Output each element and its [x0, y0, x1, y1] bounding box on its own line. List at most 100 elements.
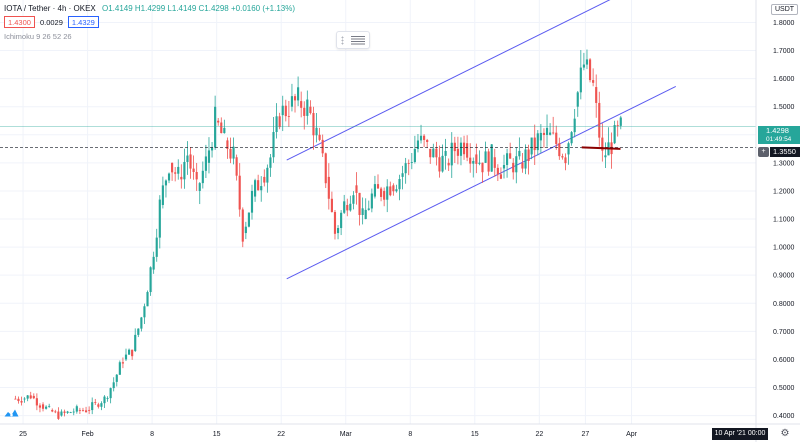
candle-body	[370, 193, 373, 209]
candle-body	[140, 317, 143, 329]
candle-body	[490, 144, 493, 172]
time-tick-label: 15	[471, 431, 479, 438]
menu-lines-icon[interactable]	[351, 35, 365, 45]
candle-body	[355, 185, 358, 193]
candle-body	[530, 137, 533, 155]
candle-body	[561, 156, 564, 158]
indicator-legend[interactable]: Ichimoku 9 26 52 26	[4, 32, 72, 41]
horizontal-line-price-label: 1.3550	[770, 147, 800, 157]
candle-body	[174, 172, 177, 174]
candle-body	[91, 402, 94, 411]
gear-icon[interactable]: ⚙	[780, 428, 790, 439]
candle-body	[487, 151, 490, 172]
symbol-title[interactable]: IOTA / Tether · 4h · OKEX	[4, 4, 96, 13]
candle-body	[247, 212, 251, 227]
candle-body	[167, 173, 171, 181]
candle-body	[542, 132, 546, 135]
candle-body	[472, 161, 475, 164]
candle-body	[158, 199, 161, 238]
candle-body	[340, 212, 343, 229]
candle-body	[23, 398, 26, 400]
channel-lower-line[interactable]	[286, 86, 677, 280]
candle-body	[146, 292, 149, 307]
price-tick-label: 0.7000	[773, 329, 795, 336]
candle-body	[379, 188, 383, 197]
candle-body	[441, 155, 444, 172]
candle-body	[35, 398, 38, 406]
candle-body	[281, 105, 284, 116]
channel-upper-line[interactable]	[286, 0, 615, 161]
candle-body	[533, 137, 536, 151]
candle-body	[404, 163, 407, 174]
candle-body	[155, 237, 158, 257]
candle-body	[604, 155, 607, 158]
candle-body	[524, 149, 527, 169]
price-tick-label: 0.6000	[773, 357, 795, 364]
time-tick-label: 25	[19, 431, 27, 438]
candle-body	[315, 127, 318, 136]
currency-label[interactable]: USDT	[771, 4, 799, 15]
candle-body	[336, 228, 340, 234]
candle-body	[376, 184, 380, 189]
candle-body	[392, 185, 395, 192]
candle-body	[592, 80, 595, 83]
candle-body	[284, 105, 287, 117]
candle-body	[570, 132, 573, 144]
candle-body	[137, 328, 140, 335]
candle-body	[426, 139, 429, 142]
candle-body	[300, 101, 303, 108]
drag-handle-icon[interactable]	[336, 31, 370, 49]
candle-body	[204, 156, 207, 171]
last-price-label: 1.4298 01:49:54	[758, 126, 800, 144]
candle-body	[545, 127, 549, 135]
candle-body	[466, 143, 469, 158]
candle-body	[29, 395, 32, 399]
candle-body	[552, 132, 555, 134]
candle-body	[309, 106, 312, 114]
candle-body	[361, 208, 364, 215]
candle-body	[435, 148, 438, 158]
candle-body	[475, 154, 478, 164]
candle-body	[493, 157, 496, 168]
candle-body	[38, 405, 42, 408]
candle-body	[297, 87, 300, 101]
candle-body	[192, 168, 195, 172]
marker-segment[interactable]	[581, 146, 621, 150]
candle-body	[616, 125, 619, 126]
candle-body	[51, 409, 54, 412]
candle-body	[364, 209, 367, 220]
candle-body	[613, 125, 616, 144]
price-tick-label: 0.4000	[773, 413, 795, 420]
candle-body	[81, 409, 85, 411]
buy-price-button[interactable]: 1.4329	[67, 16, 99, 28]
candle-body	[564, 157, 567, 164]
candle-body	[201, 170, 204, 184]
time-tick-label: 27	[582, 431, 590, 438]
crosshair-time-label: 10 Apr '21 00:00	[712, 428, 768, 440]
candle-body	[207, 150, 211, 163]
sell-price-button[interactable]: 1.4300	[4, 16, 35, 28]
price-tick-label: 1.0000	[773, 245, 795, 252]
candle-body	[549, 132, 552, 135]
candle-body	[555, 132, 558, 145]
chart-grid	[0, 0, 756, 424]
time-tick-label: 8	[150, 431, 154, 438]
candle-body	[183, 161, 186, 180]
candle-body	[103, 396, 106, 404]
candle-body	[505, 153, 509, 165]
candle-body	[134, 334, 137, 351]
candle-body	[527, 149, 530, 161]
candle-body	[63, 411, 66, 413]
tradingview-logo-icon[interactable]	[4, 408, 19, 420]
candle-body	[429, 148, 432, 158]
plus-icon[interactable]: +	[758, 147, 769, 157]
candle-body	[330, 198, 333, 212]
price-tick-label: 0.8000	[773, 301, 795, 308]
candle-body	[94, 402, 97, 403]
candle-body	[115, 374, 118, 382]
candle-body	[423, 135, 426, 140]
candle-body	[579, 67, 582, 93]
time-tick-label: 15	[213, 431, 221, 438]
candle-body	[186, 155, 189, 162]
